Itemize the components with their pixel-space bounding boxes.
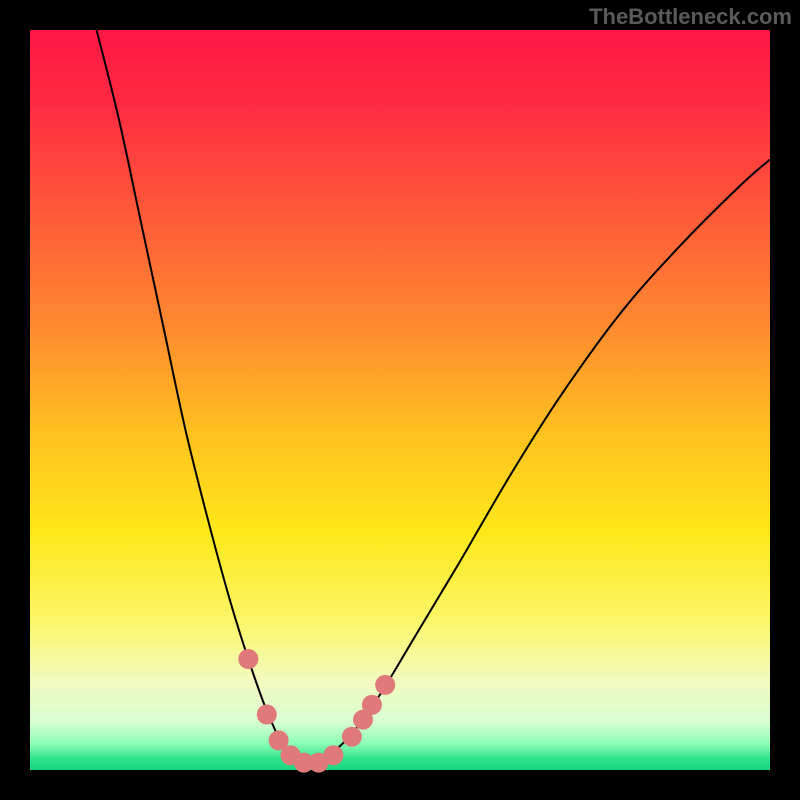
- bottleneck-chart: [0, 0, 800, 800]
- data-dot: [257, 705, 277, 725]
- watermark-text: TheBottleneck.com: [589, 4, 792, 30]
- data-dot: [323, 745, 343, 765]
- data-dot: [375, 675, 395, 695]
- data-dot: [342, 727, 362, 747]
- chart-gradient-background: [30, 30, 770, 770]
- data-dot: [238, 649, 258, 669]
- data-dot: [362, 695, 382, 715]
